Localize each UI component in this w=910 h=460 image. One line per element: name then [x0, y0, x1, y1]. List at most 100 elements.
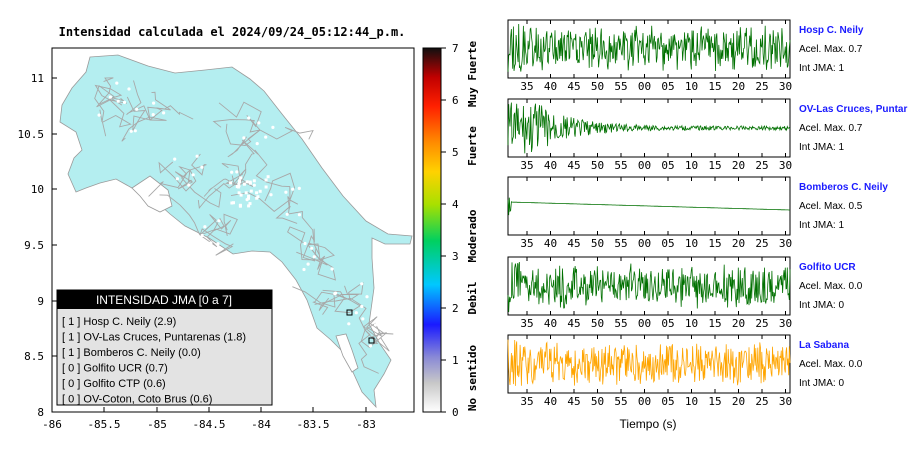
waveform-tick-label: 50 [591, 80, 604, 93]
town-marker [216, 242, 220, 246]
road [96, 77, 114, 108]
town-marker [162, 111, 166, 115]
town-marker [252, 183, 256, 187]
station-int-jma: Int JMA: 1 [799, 142, 844, 153]
town-marker [248, 180, 252, 184]
waveform-tick-label: 00 [638, 159, 651, 172]
town-marker [230, 170, 234, 174]
town-marker [195, 154, 199, 158]
town-marker [242, 136, 246, 140]
colorbar-tick-label: 3 [452, 250, 459, 263]
colorbar-category-label: Debil [466, 281, 479, 314]
map-title: Intensidad calculada el 2024/09/24_05:12… [59, 25, 406, 40]
road [126, 96, 151, 132]
town-marker [151, 113, 155, 117]
town-marker [330, 267, 334, 271]
town-marker [238, 179, 241, 183]
legend-row: [ 1 ] OV-Las Cruces, Puntarenas (1.8) [62, 332, 246, 344]
waveform-tick-label: 30 [779, 159, 792, 172]
station-marker [368, 337, 375, 344]
waveform-tick-label: 00 [638, 317, 651, 330]
map-y-tick-label: 8.5 [24, 350, 44, 363]
town-marker [302, 267, 306, 272]
road [126, 80, 151, 121]
station-acel-max: Acel. Max. 0.0 [799, 281, 863, 292]
town-marker [291, 187, 295, 191]
road [302, 242, 335, 262]
road [149, 91, 171, 121]
waveform-trace [507, 197, 790, 216]
station-name: OV-Las Cruces, Puntar [799, 104, 907, 115]
map-y-tick-label: 9.5 [24, 239, 44, 252]
waveform-tick-label: 15 [708, 317, 721, 330]
station-int-jma: Int JMA: 0 [799, 378, 844, 389]
colorbar-tick-label: 5 [452, 146, 459, 159]
waveform-tick-label: 05 [661, 317, 674, 330]
town-marker [257, 121, 261, 125]
town-marker [187, 183, 191, 187]
town-marker [360, 282, 364, 286]
station-name: Golfito UCR [799, 262, 856, 273]
waveform-tick-label: 55 [614, 159, 627, 172]
town-marker [173, 157, 177, 161]
road [189, 153, 207, 176]
town-marker [255, 196, 259, 200]
map-x-tick-label: -84.5 [192, 418, 225, 431]
time-axis-label: Tiempo (s) [620, 417, 677, 431]
road [94, 85, 115, 123]
waveform-tick-label: 10 [685, 80, 698, 93]
waveform-panel: 35 40 45 50 55 00 05 10 15 20 25 30 OV-Las Cruces, P… [507, 98, 907, 172]
town-marker [108, 95, 112, 99]
road [264, 172, 295, 202]
waveform-tick-label: 55 [614, 80, 627, 93]
town-marker [376, 313, 380, 317]
waveform-panel: 35 40 45 50 55 00 05 10 15 20 25 30 Hosp C. Neily Ace… [507, 19, 864, 93]
town-marker [245, 180, 249, 184]
colorbar-category-label: Fuerte [466, 126, 479, 166]
town-marker [237, 191, 241, 195]
town-marker [284, 190, 288, 194]
waveform-tick-label: 20 [732, 159, 745, 172]
waveform-tick-label: 45 [567, 317, 580, 330]
town-marker [258, 189, 262, 193]
waveform-tick-label: 35 [520, 159, 533, 172]
colorbar-tick-label: 4 [452, 198, 459, 211]
legend-title: INTENSIDAD JMA [0 a 7] [96, 293, 232, 307]
town-marker [135, 107, 139, 111]
waveform-tick-label: 05 [661, 395, 674, 408]
colorbar-tick-label: 1 [452, 354, 459, 367]
waveform-tick-label: 20 [732, 80, 745, 93]
town-marker [238, 204, 242, 208]
waveform-tick-label: 45 [567, 80, 580, 93]
station-int-jma: Int JMA: 1 [799, 220, 844, 231]
road [227, 129, 261, 158]
map-x-tick-label: -85 [147, 418, 167, 431]
road [314, 297, 367, 331]
town-marker [217, 219, 221, 223]
map-x-tick-label: -83.5 [296, 418, 329, 431]
waveform-tick-label: 30 [779, 395, 792, 408]
road [296, 251, 328, 270]
town-marker [237, 182, 241, 186]
colorbar-category-label: Moderado [466, 209, 479, 262]
town-marker [266, 175, 270, 179]
waveform-tick-label: 30 [779, 317, 792, 330]
waveform-tick-label: 35 [520, 237, 533, 250]
town-marker [235, 185, 239, 188]
town-marker [115, 81, 119, 85]
station-name: Bomberos C. Neily [799, 182, 888, 193]
town-marker [200, 233, 204, 238]
waveform-tick-label: 35 [520, 395, 533, 408]
map-y-axis: 11 10.5 10 9.5 9 8.5 8 [18, 72, 57, 419]
waveform-tick-label: 40 [544, 159, 557, 172]
waveform-tick-label: 35 [520, 317, 533, 330]
map-x-tick-label: -85.5 [87, 418, 120, 431]
road [322, 289, 361, 314]
road [174, 169, 194, 190]
town-marker [373, 323, 378, 327]
road [307, 244, 336, 281]
waveform-tick-label: 00 [638, 395, 651, 408]
town-marker [252, 179, 256, 183]
town-marker [175, 177, 179, 181]
station-acel-max: Acel. Max. 0.7 [799, 44, 863, 55]
